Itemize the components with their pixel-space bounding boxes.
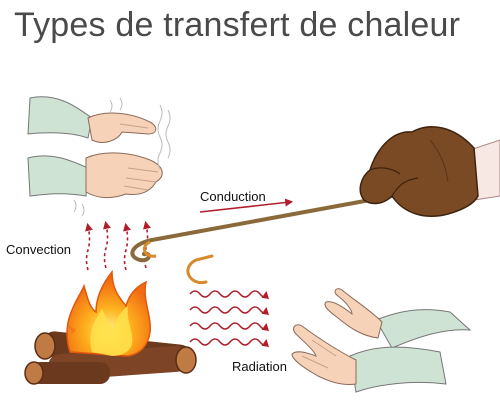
conduction-rod: [132, 196, 392, 283]
conduction-label: Conduction: [200, 189, 266, 204]
convection-label: Convection: [6, 242, 71, 257]
flame-icon: [67, 272, 150, 356]
radiation-hands: [292, 289, 470, 392]
campfire: [25, 272, 196, 384]
glove-hand: [360, 127, 500, 216]
radiation-waves: [190, 291, 266, 345]
radiation-label: Radiation: [232, 359, 287, 374]
convection-hands: [28, 97, 170, 216]
